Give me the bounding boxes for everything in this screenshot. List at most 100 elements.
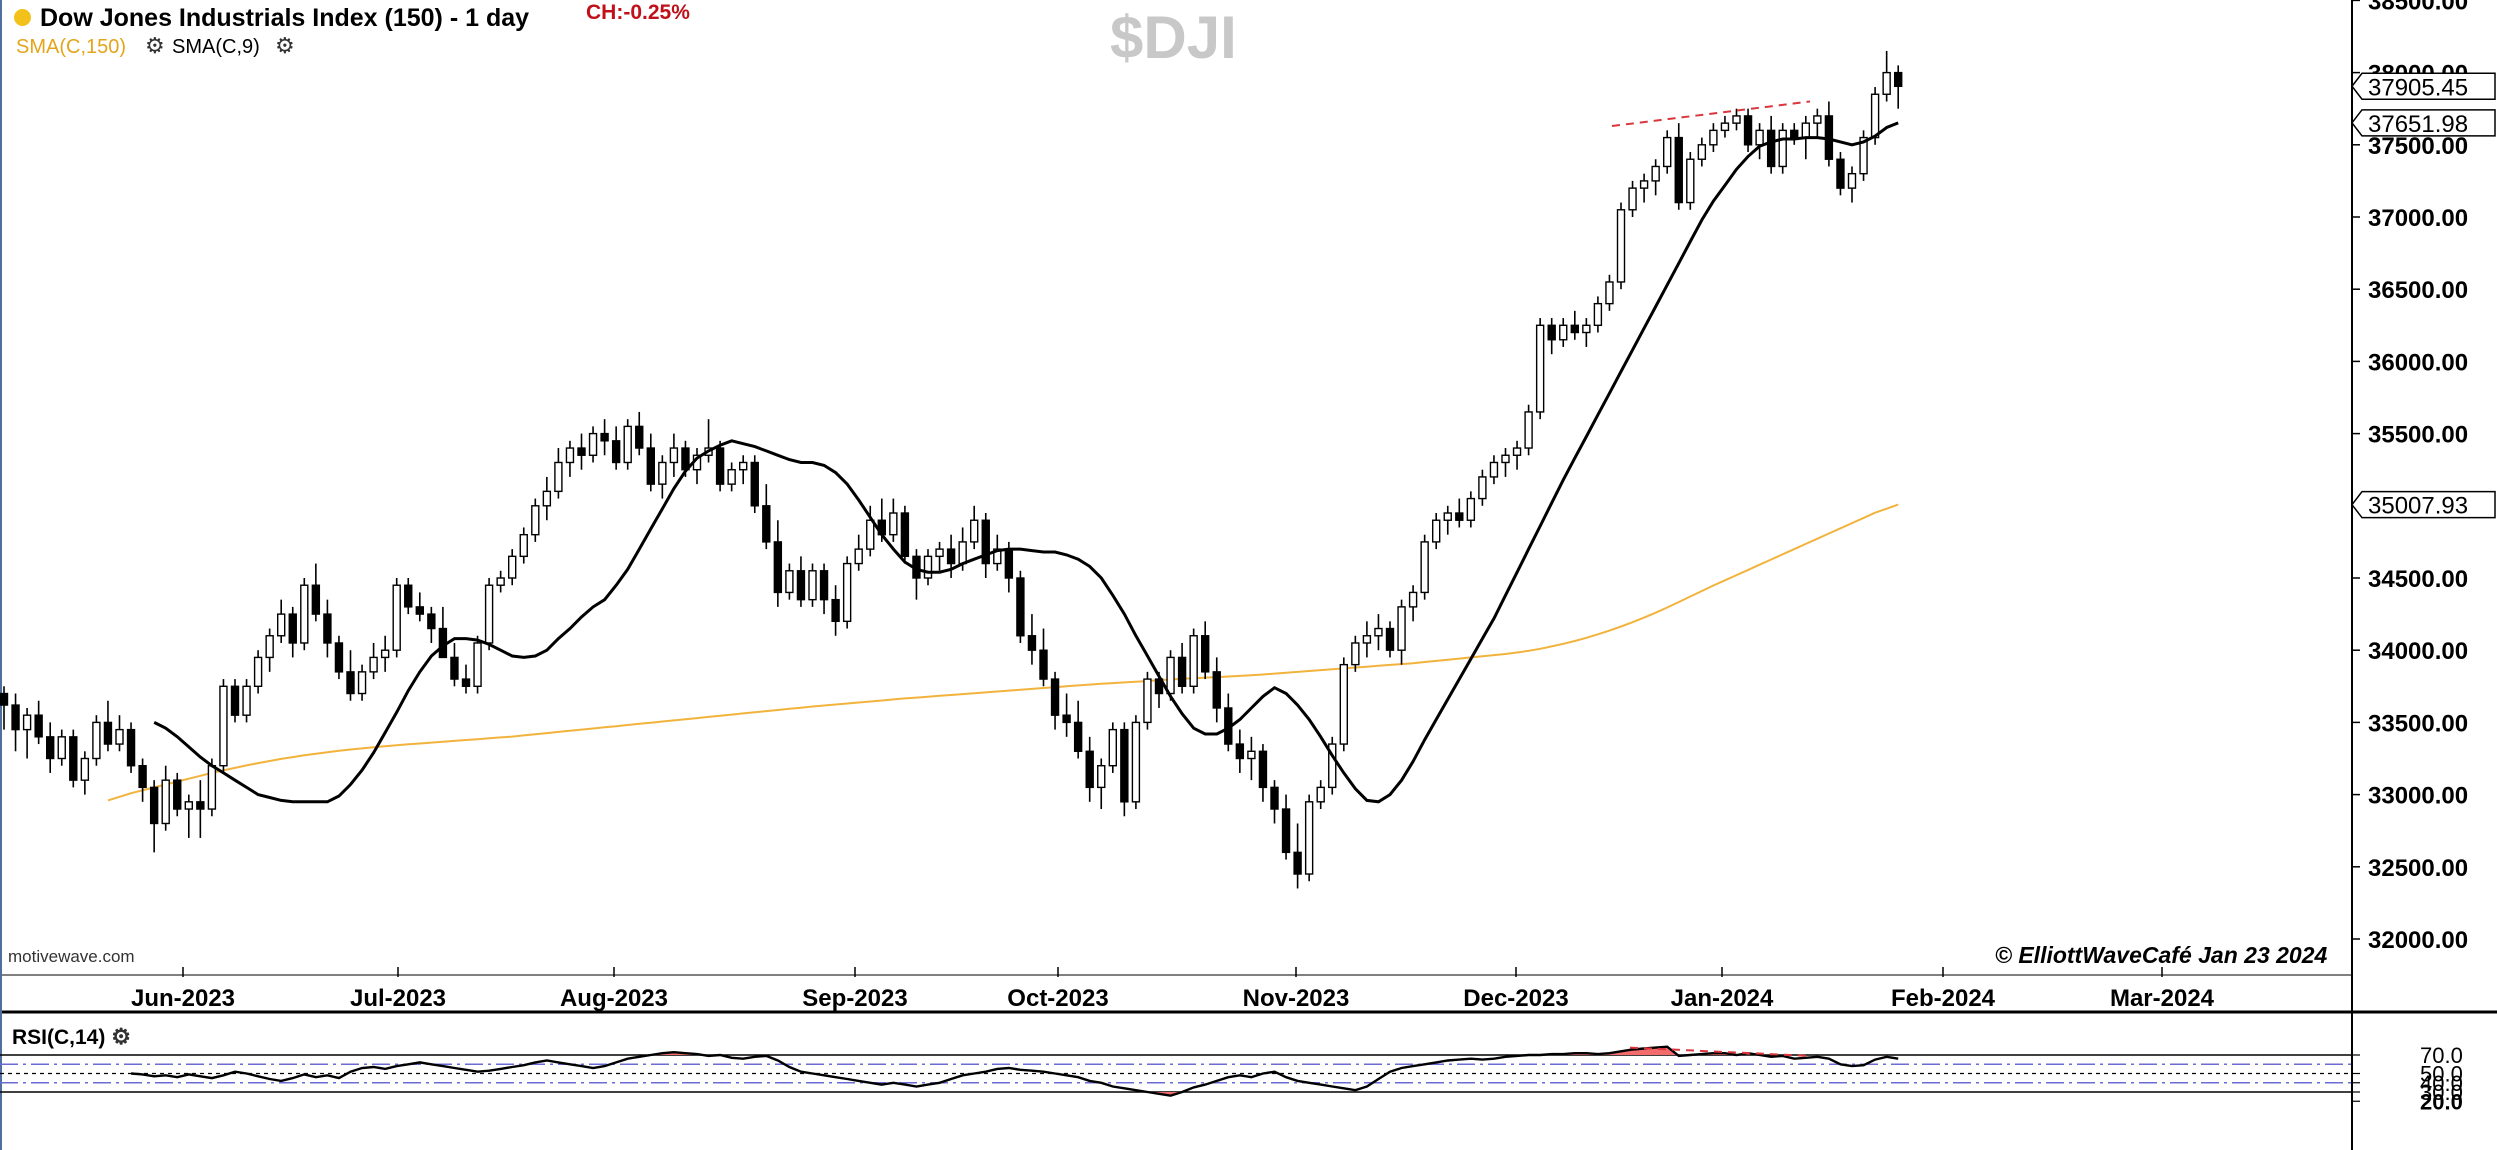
candle [623,419,632,470]
candle [1374,614,1383,651]
candle-body [11,704,20,731]
candle-body [46,736,55,760]
candle-body [103,721,113,745]
candle-body [1362,635,1372,644]
candle [1593,296,1603,333]
last-value-label: 37651.98 [2351,109,2496,138]
candle [1062,693,1071,737]
chart-title: Dow Jones Industrials Index (150) - 1 da… [40,4,530,32]
sma9-path [153,121,1899,804]
symbol-watermark: $DJI [1110,4,1237,71]
y-tick-label: 37500.00 [2368,133,2468,160]
candle [1328,736,1337,795]
candle [1582,318,1591,347]
last-value-text: 35007.93 [2368,493,2468,520]
candle-body [854,548,863,565]
candle-body [1639,180,1649,189]
candle-body [496,577,505,586]
candle [577,433,586,470]
sma150-legend[interactable]: SMA(C,150) [16,36,127,58]
candle [1247,736,1256,781]
candle [1570,310,1580,340]
candle [1512,440,1522,470]
candle-body [1443,512,1452,521]
candle-body [0,692,9,706]
rsi-tick-label: 40.0 [2420,1071,2463,1096]
rsi-y-tick: 70.0 [2352,1043,2463,1068]
y-tick-label: 33000.00 [2368,783,2468,810]
x-tick-label: Nov-2023 [1243,985,1350,1012]
rsi-path [131,1045,1899,1097]
time-axis[interactable]: Jun-2023 Jul-2023 Aug-2023 Sep-2023 Oct-2023… [131,967,2215,1012]
candle-body [427,613,436,630]
candle-body [1258,750,1268,789]
candle [762,484,771,550]
candle [1455,498,1464,528]
candle-body [970,519,979,543]
candle-body [842,562,852,623]
candle-body [866,519,875,550]
candle [1235,729,1245,773]
candle [1836,152,1845,196]
candle-body [253,656,263,687]
sma150-settings-gear-icon[interactable]: ⚙ [145,33,165,58]
candle [1466,491,1476,528]
candle-body [1397,606,1406,651]
candle-body [1732,115,1741,124]
candle [692,448,702,485]
last-value-box [2351,490,2496,519]
candle [484,578,494,651]
candle [1524,404,1533,456]
candle-body [889,512,898,536]
candle [750,455,759,514]
price-axis[interactable]: 32000.00 32500.00 33000.00 33500.00 34000.00… [2352,0,2468,954]
candle-body [1120,728,1129,803]
candle [22,707,32,759]
candle [1027,614,1037,665]
x-tick-label: Aug-2023 [560,985,668,1012]
y-tick-label: 33500.00 [2368,710,2468,737]
rsi-y-tick: 20.0 [2352,1089,2463,1114]
x-tick-label: Jul-2023 [350,985,446,1012]
candle [1489,455,1499,485]
candle-body [1524,411,1533,449]
candle [1293,823,1302,889]
candle [346,650,355,701]
candle [1397,599,1406,665]
candle [1177,642,1187,694]
candle [69,729,78,788]
candle-body [138,765,147,789]
x-tick-label: Sep-2023 [802,985,907,1012]
candle-body [80,757,90,781]
rsi-legend[interactable]: RSI(C,14) ⚙ [12,1024,131,1050]
candle-body [727,469,736,485]
candle [658,455,667,499]
candle [1790,123,1799,145]
candle [415,592,424,622]
rsi-settings-gear-icon[interactable]: ⚙ [111,1024,131,1049]
candle-body [1570,324,1580,334]
candle [819,563,829,615]
candle-body [577,447,586,456]
candle-body [346,671,355,695]
sma150-path [107,503,1899,802]
candle-body [288,613,297,644]
sma9-legend[interactable]: SMA(C,9) [172,36,260,58]
candle-body [69,736,78,781]
candle-body [1628,187,1637,211]
candle-body [1489,461,1499,478]
candle [1339,657,1349,752]
candle [1743,108,1753,153]
rsi-y-tick: 30.0 [2352,1080,2463,1105]
candle [1189,628,1198,694]
candle-body [311,584,321,615]
sma9-settings-gear-icon[interactable]: ⚙ [275,33,295,58]
x-tick-label: Mar-2024 [2110,985,2215,1012]
candle [935,541,944,571]
candle-body [623,425,632,464]
candle [565,440,575,477]
candle-body [1016,577,1025,637]
candle-body [450,656,459,680]
